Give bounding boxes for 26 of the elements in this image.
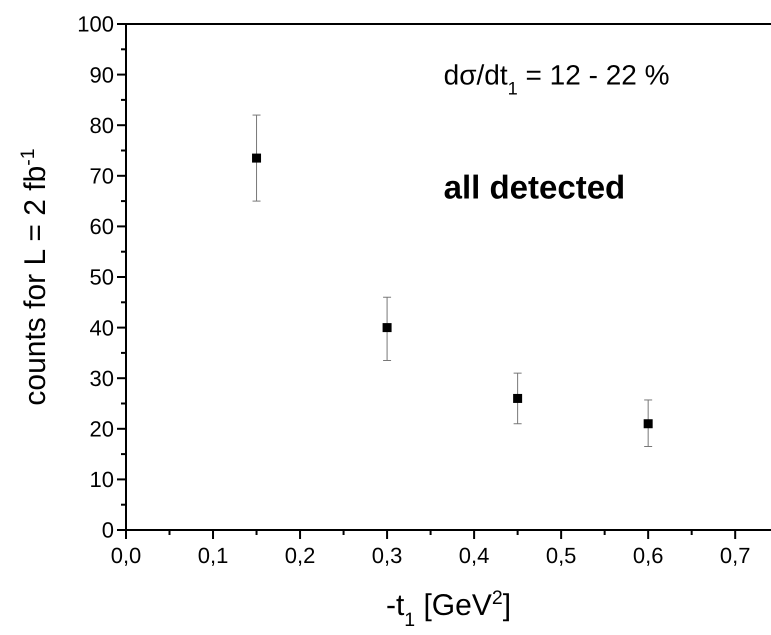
x-tick-label: 0,7: [720, 543, 750, 568]
x-tick-label: 0,0: [110, 543, 142, 568]
point: [382, 323, 392, 332]
x-axis-title: -t$_{1}$ [GeV$^{2}$]: [386, 587, 512, 631]
y-tick-label: 30: [90, 366, 114, 391]
x-tick-label: 0,2: [284, 543, 316, 568]
annotation: dσ/dt$_{1}$ = 12 - 22 %: [444, 60, 670, 99]
y-tick-label: 0: [102, 518, 114, 543]
y-tick-label: 70: [90, 164, 114, 188]
y-tick-label: 40: [90, 315, 114, 340]
y-tick-label: 20: [90, 416, 114, 442]
y-tick-label: 50: [90, 264, 114, 290]
point: [252, 154, 262, 163]
x-tick-label: 0,5: [546, 543, 576, 568]
x-tick-label: 0,6: [632, 543, 664, 568]
x-tick-label: 0,4: [458, 543, 490, 568]
y-tick-label: 90: [90, 62, 114, 88]
x-tick-label: 0,1: [198, 543, 228, 568]
y-tick-label: 100: [77, 12, 114, 37]
x-tick-label: 0,3: [372, 543, 402, 568]
y-tick-label: 10: [90, 467, 114, 492]
annotation: all detected: [444, 168, 626, 206]
y-tick-label: 60: [90, 214, 114, 240]
point: [513, 394, 522, 403]
y-tick-label: 80: [90, 112, 114, 138]
point: [644, 419, 653, 428]
